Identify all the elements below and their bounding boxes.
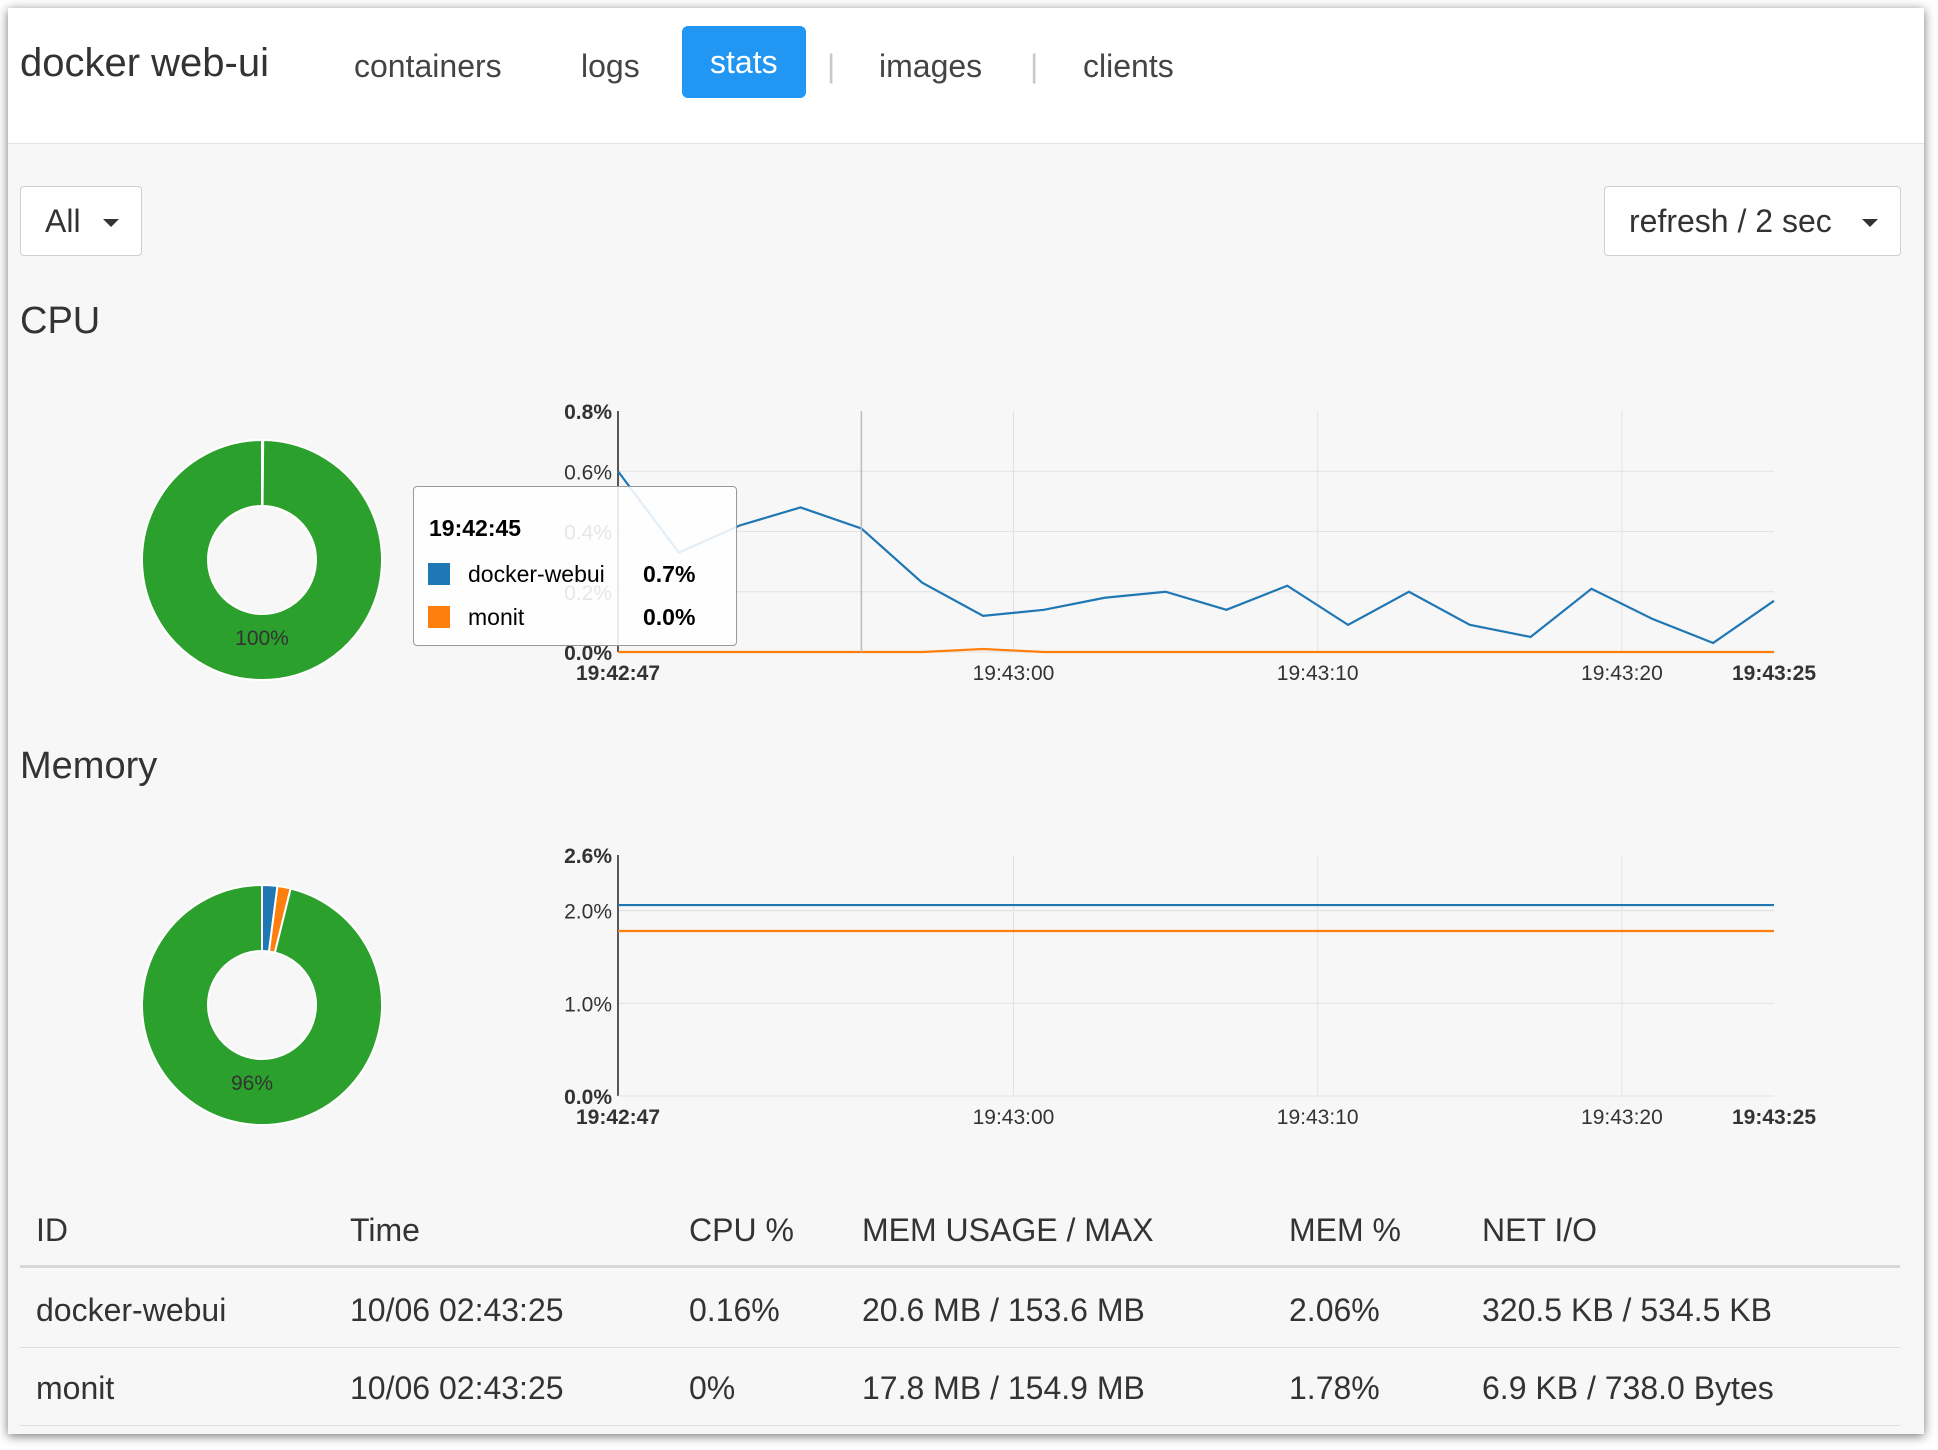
nav-logs[interactable]: logs: [581, 48, 640, 84]
x-tick-label: 19:42:47: [576, 662, 660, 685]
column-header-net-io[interactable]: NET I/O: [1482, 1212, 1597, 1248]
tooltip-series-name: monit: [468, 604, 525, 630]
container-filter-dropdown[interactable]: All: [20, 186, 142, 256]
tooltip-row: monit 0.0%: [428, 602, 728, 632]
series-line: [618, 647, 1774, 654]
y-tick-label: 0.8%: [564, 401, 612, 424]
x-tick-label: 19:43:20: [1581, 662, 1663, 685]
y-tick-label: 2.0%: [564, 901, 612, 924]
nav-stats[interactable]: stats: [682, 26, 806, 98]
nav-separator: |: [1030, 48, 1039, 84]
donut-slice: [141, 883, 383, 1126]
x-tick-label: 19:43:20: [1581, 1106, 1663, 1129]
cell-mem-usage: 17.8 MB / 154.9 MB: [862, 1370, 1145, 1406]
cell-mem-usage: 20.6 MB / 153.6 MB: [862, 1292, 1145, 1328]
refresh-interval-value: refresh / 2 sec: [1629, 203, 1832, 239]
column-header-id[interactable]: ID: [36, 1212, 68, 1248]
nav-images[interactable]: images: [879, 48, 983, 84]
table-header-row: ID Time CPU % MEM USAGE / MAX MEM % NET …: [20, 1188, 1900, 1268]
caret-down-icon: [103, 219, 119, 227]
series-swatch-icon: [428, 606, 450, 628]
column-header-mem-percent[interactable]: MEM %: [1289, 1212, 1401, 1248]
nav-containers[interactable]: containers: [354, 48, 502, 84]
y-tick-label: 0.0%: [564, 642, 612, 665]
memory-section-title: Memory: [20, 745, 158, 787]
table-row[interactable]: monit 10/06 02:43:25 0% 17.8 MB / 154.9 …: [20, 1348, 1900, 1426]
donut-slice: [141, 438, 383, 681]
tooltip-series-name: docker-webui: [468, 561, 605, 587]
memory-line-chart: 19:42:47 19:43:00 19:43:10 19:43:20 19:43:25…: [564, 845, 1816, 1129]
x-tick-label: 19:43:00: [973, 1106, 1055, 1129]
cell-net-io: 320.5 KB / 534.5 KB: [1482, 1292, 1772, 1328]
column-header-cpu[interactable]: CPU %: [689, 1212, 794, 1248]
column-header-mem-usage[interactable]: MEM USAGE / MAX: [862, 1212, 1154, 1248]
cpu-donut-label: 100%: [235, 627, 289, 650]
x-tick-label: 19:42:47: [576, 1106, 660, 1129]
nav-clients[interactable]: clients: [1083, 48, 1174, 84]
cell-mem-percent: 2.06%: [1289, 1292, 1380, 1328]
series-line: [617, 470, 1775, 645]
chart-tooltip: 19:42:45 docker-webui 0.7% monit 0.0%: [413, 486, 737, 646]
cell-cpu: 0%: [689, 1370, 736, 1406]
memory-donut-chart: 96%: [141, 883, 383, 1126]
tooltip-series-value: 0.7%: [643, 561, 696, 587]
table-row[interactable]: docker-webui 10/06 02:43:25 0.16% 20.6 M…: [20, 1270, 1900, 1348]
x-tick-label: 19:43:10: [1277, 662, 1359, 685]
cell-time: 10/06 02:43:25: [350, 1292, 564, 1328]
series-swatch-icon: [428, 563, 450, 585]
tooltip-row: docker-webui 0.7%: [428, 559, 728, 589]
y-tick-label: 0.0%: [564, 1086, 612, 1109]
cell-id: monit: [36, 1370, 115, 1406]
refresh-interval-dropdown[interactable]: refresh / 2 sec: [1604, 186, 1901, 256]
y-tick-label: 0.6%: [564, 461, 612, 484]
memory-donut-label: 96%: [231, 1072, 273, 1095]
tooltip-series-value: 0.0%: [643, 604, 696, 630]
container-filter-value: All: [45, 203, 81, 239]
cell-mem-percent: 1.78%: [1289, 1370, 1380, 1406]
column-header-time[interactable]: Time: [350, 1212, 420, 1248]
navbar: docker web-ui containers logs stats | im…: [8, 8, 1924, 144]
tooltip-time: 19:42:45: [429, 515, 522, 541]
y-tick-label: 2.6%: [564, 845, 612, 868]
cell-time: 10/06 02:43:25: [350, 1370, 564, 1406]
cell-cpu: 0.16%: [689, 1292, 780, 1328]
x-tick-label: 19:43:25: [1732, 1106, 1816, 1129]
caret-down-icon: [1862, 219, 1878, 227]
y-tick-label: 1.0%: [564, 993, 612, 1016]
cell-net-io: 6.9 KB / 738.0 Bytes: [1482, 1370, 1774, 1406]
app-window: docker web-ui containers logs stats | im…: [8, 8, 1924, 1434]
x-tick-label: 19:43:00: [973, 662, 1055, 685]
cpu-section-title: CPU: [20, 300, 101, 342]
x-tick-label: 19:43:10: [1277, 1106, 1359, 1129]
brand-title[interactable]: docker web-ui: [20, 41, 270, 85]
cpu-donut-chart: 100%: [141, 438, 383, 681]
x-tick-label: 19:43:25: [1732, 662, 1816, 685]
cell-id: docker-webui: [36, 1292, 227, 1328]
nav-separator: |: [827, 48, 836, 84]
